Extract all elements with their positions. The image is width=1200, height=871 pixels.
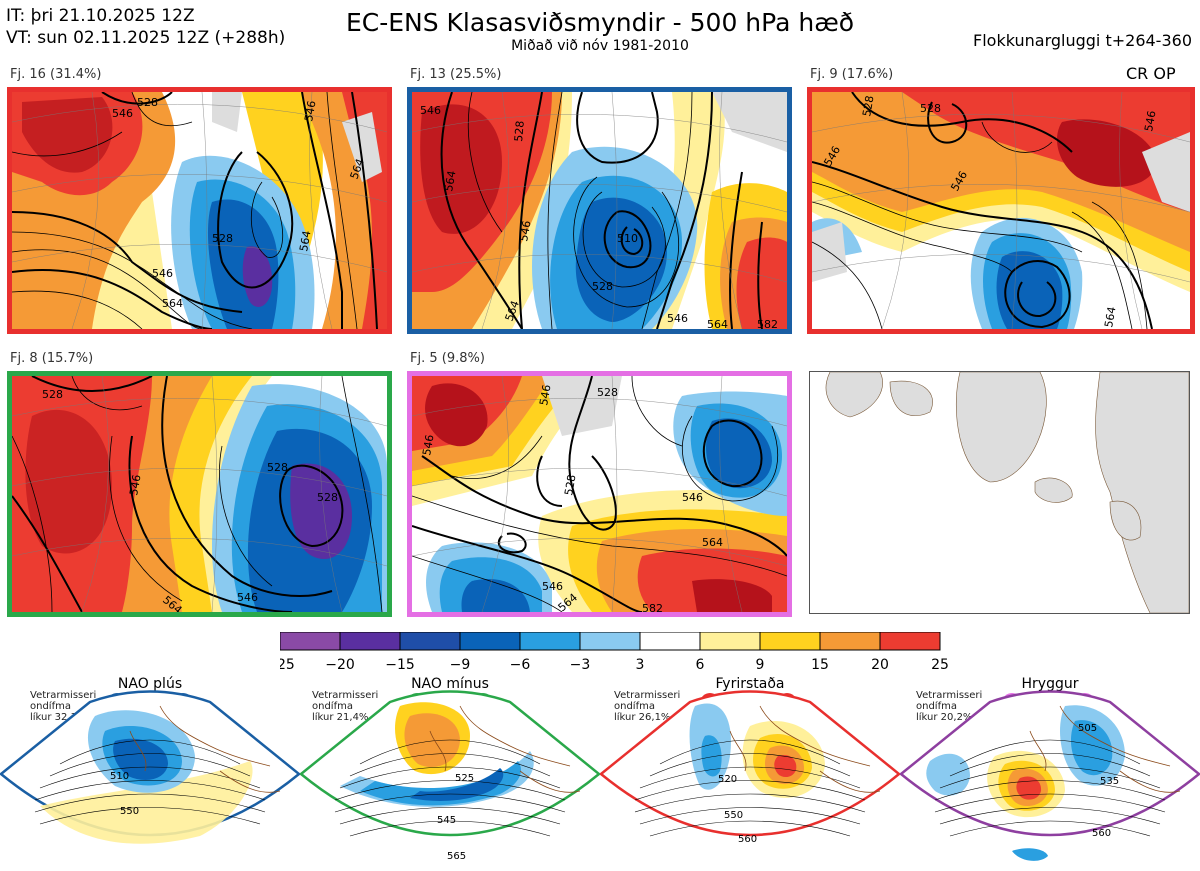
contour-label: 546 xyxy=(152,267,173,280)
page-subtitle: Miðað við nóv 1981-2010 xyxy=(511,38,689,54)
contour-label: 560 xyxy=(1092,828,1111,839)
colorbar-cell xyxy=(759,631,821,651)
regime-ridge: Hryggur Vetrarmisseri ondífma líkur 20,2% … xyxy=(900,676,1200,871)
colorbar-cell xyxy=(459,631,521,651)
empty-basemap xyxy=(809,371,1190,614)
contour-label: 528 xyxy=(860,95,876,118)
cluster-map-4: 528 546 528 528 546 564 xyxy=(7,371,392,617)
regime-note: Vetrarmisseri ondífma líkur 32,3% xyxy=(30,690,97,723)
colorbar-graphic: −25 −20 −15 −9 −6 −3 3 6 9 15 20 25 xyxy=(265,631,949,673)
contour-label: 528 xyxy=(267,461,288,474)
contour-label: 510 xyxy=(617,232,638,245)
colorbar-cell xyxy=(339,631,401,651)
cluster-map-1: 546 528 564 546 564 546 528 564 xyxy=(7,87,392,334)
regime-title: Hryggur xyxy=(1021,676,1079,692)
cluster-label-2: Fj. 13 (25.5%) xyxy=(410,67,502,82)
header-times: IT: þri 21.10.2025 12Z VT: sun 02.11.202… xyxy=(6,5,285,49)
contour-label: 528 xyxy=(597,386,618,399)
regime-note: Vetrarmisseri ondífma líkur 20,2% xyxy=(916,690,983,723)
colorbar-cell xyxy=(579,631,641,651)
contour-label: 505 xyxy=(1078,723,1097,734)
contour-label: 564 xyxy=(442,170,458,193)
contour-label: 582 xyxy=(642,602,663,612)
contour-label: 546 xyxy=(302,100,318,123)
contour-label: 546 xyxy=(542,580,563,593)
cr-op-label: CR OP xyxy=(1126,64,1176,83)
contour-label: 546 xyxy=(237,591,258,604)
contour-label: 564 xyxy=(162,297,183,310)
classification-window: Flokkunargluggi t+264-360 xyxy=(973,31,1192,50)
contour-label: 525 xyxy=(455,773,474,784)
contour-label: 528 xyxy=(137,96,158,109)
contour-label: 546 xyxy=(537,384,553,407)
colorbar: −25 −20 −15 −9 −6 −3 3 6 9 15 20 25 xyxy=(265,631,960,681)
colorbar-cell xyxy=(279,631,341,651)
cluster-label-3: Fj. 9 (17.6%) xyxy=(810,67,894,82)
colorbar-tick: 25 xyxy=(931,657,949,673)
cluster-label-5: Fj. 5 (9.8%) xyxy=(410,351,485,366)
regime-note: Vetrarmisseri ondífma líkur 21,4% xyxy=(312,690,379,723)
contour-label: 528 xyxy=(317,491,338,504)
contour-label: 528 xyxy=(212,232,233,245)
valid-time: VT: sun 02.11.2025 12Z (+288h) xyxy=(6,28,286,48)
contour-label: 545 xyxy=(437,815,456,826)
contour-label: 520 xyxy=(718,774,737,785)
contour-label: 528 xyxy=(920,102,941,115)
contour-label: 550 xyxy=(724,810,743,821)
contour-label: 564 xyxy=(1102,306,1118,329)
cluster-label-4: Fj. 8 (15.7%) xyxy=(10,351,94,366)
contour-label: 528 xyxy=(562,474,578,497)
cluster-map-3: 528 546 528 546 546 564 xyxy=(807,87,1195,334)
regime-nao-minus: NAO mínus Vetrarmisseri ondífma líkur 21,4… xyxy=(300,676,600,871)
colorbar-tick: 3 xyxy=(636,657,645,673)
regime-blocking: Fyrirstaða Vetrarmisseri ondífma líkur 26,… xyxy=(600,676,900,871)
colorbar-tick: −9 xyxy=(450,657,471,673)
contour-label: 546 xyxy=(112,107,133,120)
colorbar-tick: −6 xyxy=(510,657,531,673)
contour-label: 546 xyxy=(517,220,533,243)
contour-label: 546 xyxy=(420,434,436,457)
regime-title: NAO mínus xyxy=(411,676,489,692)
contour-label: 564 xyxy=(707,318,728,329)
colorbar-tick: 15 xyxy=(811,657,829,673)
contour-label: 528 xyxy=(42,388,63,401)
regime-title: NAO plús xyxy=(117,676,183,692)
regime-nao-plus: NAO plús Vetrarmisseri ondífma líkur 32,3%… xyxy=(0,676,300,871)
contour-label: 564 xyxy=(297,230,313,253)
contour-label: 546 xyxy=(420,104,441,117)
init-time: IT: þri 21.10.2025 12Z xyxy=(6,6,195,26)
regime-note: Vetrarmisseri ondífma líkur 26,1% xyxy=(614,690,681,723)
contour-label: 565 xyxy=(447,851,466,862)
page-title: EC-ENS Klasasviðsmyndir - 500 hPa hæð xyxy=(345,8,855,37)
contour-label: 582 xyxy=(757,318,778,329)
contour-label: 564 xyxy=(702,536,723,549)
colorbar-cell xyxy=(639,631,701,651)
colorbar-tick: −25 xyxy=(280,657,295,673)
cluster-map-5: 528 546 528 546 546 564 546 564 582 xyxy=(407,371,792,617)
colorbar-cell xyxy=(879,631,941,651)
colorbar-cell xyxy=(819,631,881,651)
colorbar-tick: −3 xyxy=(570,657,591,673)
colorbar-tick: 20 xyxy=(871,657,889,673)
contour-label: 546 xyxy=(127,474,143,497)
contour-label: 528 xyxy=(592,280,613,293)
contour-label: 528 xyxy=(512,120,527,142)
colorbar-tick: −15 xyxy=(385,657,415,673)
contour-label: 560 xyxy=(738,834,757,845)
colorbar-tick: 6 xyxy=(696,657,705,673)
contour-label: 550 xyxy=(120,806,139,817)
colorbar-tick: 9 xyxy=(756,657,765,673)
contour-label: 546 xyxy=(667,312,688,325)
colorbar-cell xyxy=(519,631,581,651)
colorbar-cell xyxy=(399,631,461,651)
regime-title: Fyrirstaða xyxy=(715,676,785,692)
cluster-map-2: 546 528 564 510 528 546 564 546 564 582 xyxy=(407,87,792,334)
colorbar-cell xyxy=(699,631,761,651)
contour-label: 535 xyxy=(1100,776,1119,787)
contour-label: 546 xyxy=(682,491,703,504)
cluster-label-1: Fj. 16 (31.4%) xyxy=(10,67,102,82)
contour-label: 510 xyxy=(110,771,129,782)
colorbar-tick: −20 xyxy=(325,657,355,673)
contour-label: 546 xyxy=(1142,110,1158,133)
